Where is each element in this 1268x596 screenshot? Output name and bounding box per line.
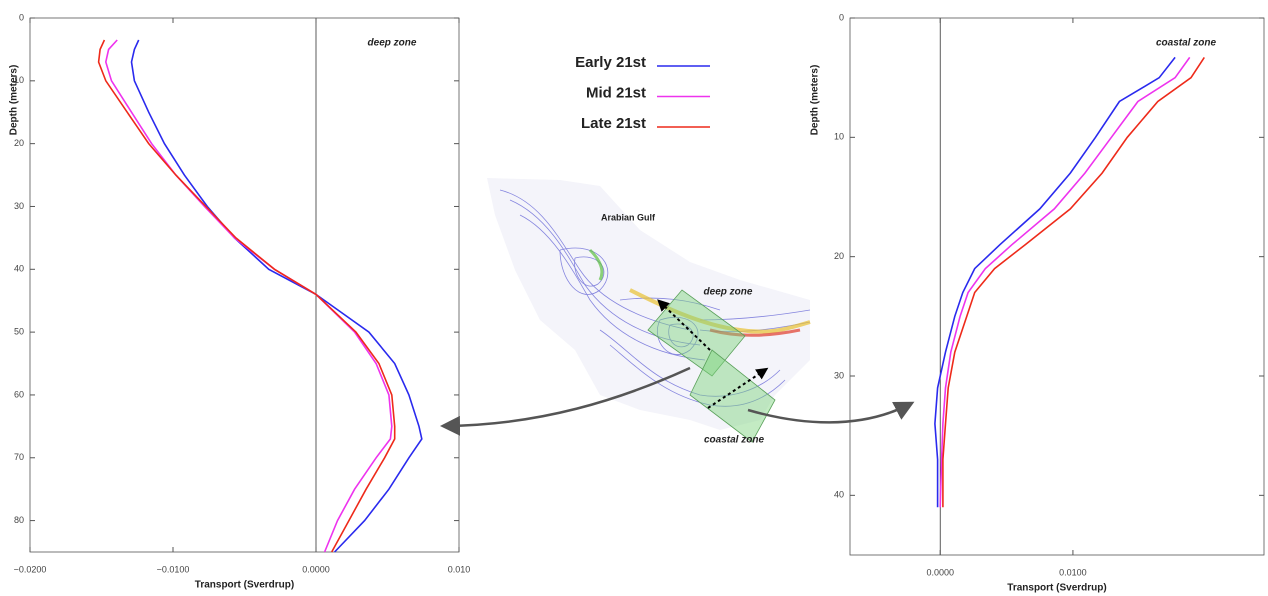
annotation: deep zone	[368, 38, 417, 49]
legend-label: Mid 21st	[586, 84, 646, 101]
y-axis-label: Depth (meters)	[810, 65, 821, 136]
x-axis-label: Transport (Sverdrup)	[1007, 583, 1106, 594]
y-tick-label: 80	[14, 515, 24, 525]
series-line	[943, 57, 1204, 507]
x-tick-label: 0.0000	[302, 564, 330, 574]
map-label: coastal zone	[704, 435, 764, 446]
plot-frame	[850, 18, 1264, 555]
plot-frame	[30, 18, 459, 552]
y-tick-label: 0	[839, 12, 844, 22]
y-tick-label: 10	[834, 132, 844, 142]
x-axis-label: Transport (Sverdrup)	[195, 580, 294, 591]
map-image: Arabian Gulf deep zone coastal zone	[445, 178, 910, 446]
y-tick-label: 0	[19, 12, 24, 22]
map-label: Arabian Gulf	[601, 212, 656, 222]
legend-label: Late 21st	[581, 115, 646, 132]
x-tick-label: 0.0000	[926, 567, 954, 577]
figure: Arabian Gulf deep zone coastal zone −0.0…	[0, 0, 1268, 596]
y-tick-label: 30	[14, 201, 24, 211]
annotation: coastal zone	[1156, 38, 1216, 49]
y-tick-label: 20	[14, 138, 24, 148]
series-line	[99, 40, 395, 552]
y-tick-label: 40	[14, 264, 24, 274]
y-tick-label: 30	[834, 370, 844, 380]
series-line	[935, 57, 1175, 507]
x-tick-label: 0.0100	[1059, 567, 1087, 577]
y-tick-label: 40	[834, 490, 844, 500]
x-tick-label: 0.010	[448, 564, 471, 574]
y-tick-label: 60	[14, 389, 24, 399]
x-tick-label: −0.0100	[157, 564, 190, 574]
y-axis-label: Depth (meters)	[9, 65, 20, 136]
series-line	[132, 40, 422, 552]
series-line	[940, 57, 1189, 507]
legend-label: Early 21st	[575, 54, 646, 71]
y-tick-label: 70	[14, 452, 24, 462]
map-label: deep zone	[704, 287, 753, 298]
y-tick-label: 50	[14, 326, 24, 336]
x-tick-label: −0.0200	[14, 564, 47, 574]
series-line	[106, 40, 392, 552]
y-tick-label: 20	[834, 251, 844, 261]
